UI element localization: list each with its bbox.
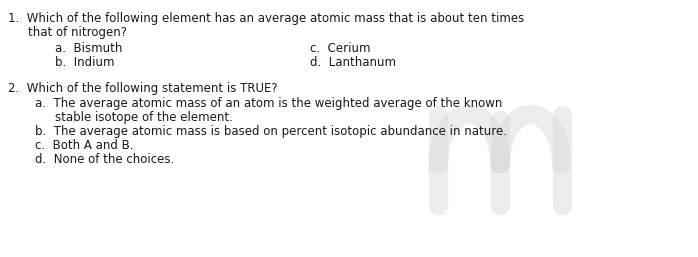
Text: d.  Lanthanum: d. Lanthanum	[310, 56, 396, 69]
Text: stable isotope of the element.: stable isotope of the element.	[55, 111, 233, 124]
Text: 1.  Which of the following element has an average atomic mass that is about ten : 1. Which of the following element has an…	[8, 12, 524, 25]
Text: c.  Cerium: c. Cerium	[310, 42, 371, 55]
Text: c.  Both A and B.: c. Both A and B.	[35, 139, 133, 152]
Text: 2.  Which of the following statement is TRUE?: 2. Which of the following statement is T…	[8, 82, 278, 95]
Text: d.  None of the choices.: d. None of the choices.	[35, 153, 174, 166]
Text: a.  The average atomic mass of an atom is the weighted average of the known: a. The average atomic mass of an atom is…	[35, 97, 503, 110]
Text: b.  Indium: b. Indium	[55, 56, 114, 69]
Text: a.  Bismuth: a. Bismuth	[55, 42, 122, 55]
Text: that of nitrogen?: that of nitrogen?	[28, 26, 127, 39]
Text: b.  The average atomic mass is based on percent isotopic abundance in nature.: b. The average atomic mass is based on p…	[35, 125, 507, 138]
